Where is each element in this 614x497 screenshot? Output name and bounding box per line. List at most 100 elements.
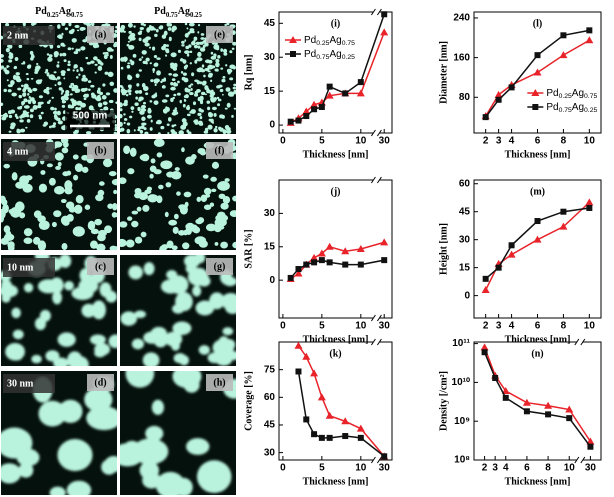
panel-letter: (e) [214,29,225,40]
particle [213,223,222,233]
plot-frame [473,179,602,319]
particle [211,188,217,193]
particle [115,25,117,29]
particle [57,24,61,29]
particle [57,81,62,86]
particle [146,114,152,119]
particle [87,220,96,231]
particle [91,300,106,320]
particle [197,275,211,287]
marker [302,352,311,360]
micrograph: (f) [120,139,236,250]
particle [140,125,145,129]
particle [222,327,234,336]
particle [173,213,179,220]
particle [197,24,201,27]
particle [66,480,92,495]
series-line [484,201,590,291]
particle [170,82,174,86]
particle [90,240,98,249]
panel-label: (l) [533,18,542,29]
particle [49,486,66,495]
particle [167,132,170,134]
particle [188,44,192,48]
particle [185,64,189,68]
marker [341,417,350,425]
particle [78,73,81,76]
x-axis-label: Thickness [nm] [505,476,571,487]
particle [177,49,181,54]
particle [155,121,159,125]
particle [26,119,31,123]
particle [129,59,133,62]
particle [193,93,199,97]
marker [523,408,530,415]
particle [150,119,153,123]
particle [146,27,151,33]
particle [54,84,57,87]
particle [11,307,21,319]
marker [534,52,541,59]
axis-break-gap [373,177,380,183]
particle [120,238,127,248]
panel-letter-bg [87,26,114,43]
y-axis-label: SAR [%] [243,229,254,268]
particle [1,279,12,290]
marker [294,341,303,349]
particle [94,63,98,66]
particle [61,243,68,250]
particle [229,77,234,81]
particle [174,107,177,110]
particle [197,120,203,126]
particle [56,64,60,68]
particle [131,110,134,113]
particle [1,199,8,206]
particle [120,127,125,132]
particle [170,129,175,133]
y-tick-label: 45 [264,420,276,431]
particle [199,150,207,156]
thickness-label: 10 nm [7,262,34,273]
particle [25,126,28,129]
particle [46,53,50,56]
marker [585,36,594,44]
particle [75,194,84,204]
marker [380,28,389,36]
particle [224,23,227,27]
marker [381,453,388,460]
particle [38,116,43,120]
y-tick-label: 15 [264,86,276,97]
particle [233,83,236,87]
particle [10,79,15,86]
particle [45,350,60,362]
particle [218,126,222,131]
particle [130,60,135,66]
particle [125,371,155,388]
particle [197,51,202,57]
y-tick-label: 0 [464,290,470,301]
particle [186,113,191,117]
particle [122,56,128,62]
particle [1,58,4,63]
particle [66,68,71,72]
particle [212,339,234,357]
marker [357,79,364,86]
particle [64,93,70,97]
marker [560,32,567,39]
panel-letter: (f) [215,145,225,156]
particle [207,64,214,70]
particle [102,52,106,55]
particle [71,87,75,90]
particle [160,279,181,294]
particle [80,46,86,51]
particle [174,167,180,172]
particle [72,226,85,237]
particle [140,231,147,238]
particle [1,116,7,121]
particle [232,241,236,249]
particle [196,57,203,62]
particle [153,54,158,59]
x-tick-label: 10 [564,463,576,474]
particle [213,112,217,117]
particle [189,50,193,54]
